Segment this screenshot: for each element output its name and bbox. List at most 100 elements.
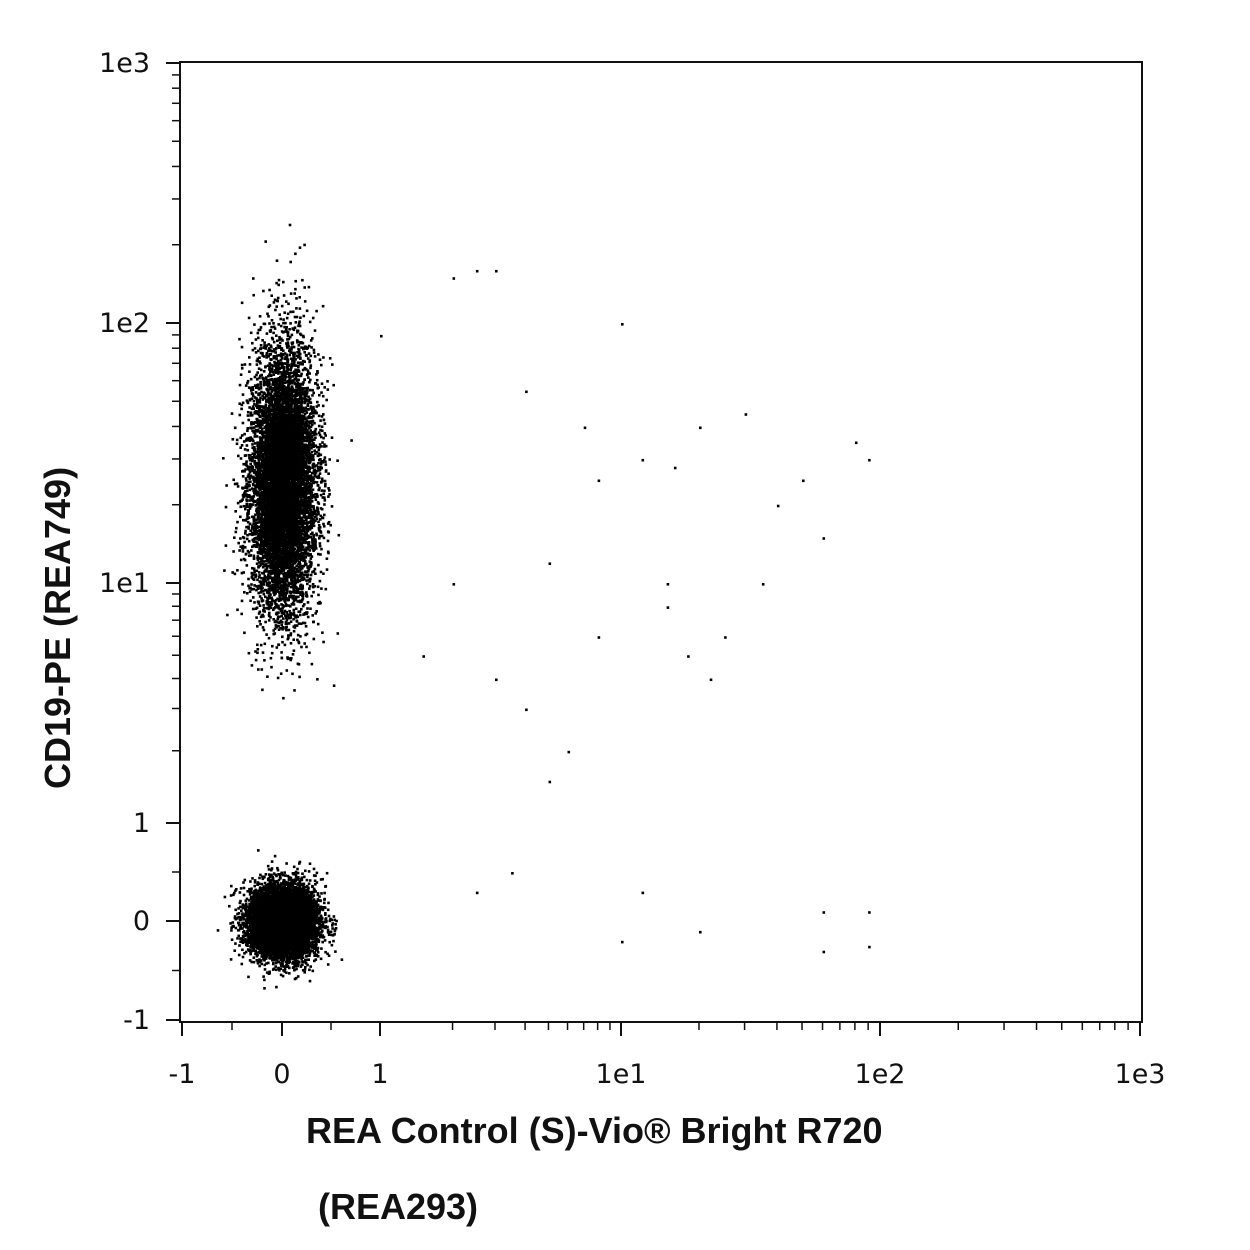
data-point	[314, 874, 317, 878]
data-point	[340, 958, 344, 961]
plot-area	[179, 61, 1143, 1023]
data-point	[294, 875, 298, 878]
data-point	[240, 909, 243, 912]
data-point	[321, 940, 324, 944]
data-point	[223, 895, 227, 899]
data-point	[283, 871, 286, 874]
data-point	[239, 887, 243, 890]
data-point	[305, 958, 309, 962]
data-point	[316, 921, 319, 924]
data-point	[285, 862, 288, 865]
data-point	[251, 904, 255, 908]
data-point	[314, 953, 317, 956]
data-point	[297, 963, 300, 966]
data-point	[263, 968, 267, 971]
data-point	[242, 893, 246, 897]
data-point	[271, 875, 274, 879]
data-points	[216, 223, 871, 990]
data-point	[321, 922, 325, 926]
data-point	[317, 940, 321, 944]
data-point	[326, 908, 330, 912]
data-point	[328, 919, 332, 923]
data-point	[296, 867, 299, 871]
data-point	[249, 951, 252, 954]
data-point	[262, 876, 266, 879]
data-point	[241, 903, 245, 906]
data-point	[261, 897, 264, 900]
data-point	[243, 878, 247, 882]
data-point	[316, 914, 319, 917]
data-point	[252, 942, 255, 946]
data-point	[242, 918, 246, 921]
data-point	[265, 955, 268, 959]
data-point	[267, 961, 270, 965]
data-point	[303, 971, 306, 974]
data-point	[253, 881, 257, 884]
data-point	[249, 952, 252, 956]
data-point	[314, 941, 317, 945]
data-point	[230, 884, 233, 888]
data-point	[303, 875, 306, 879]
data-point	[241, 948, 244, 952]
data-point	[315, 871, 319, 875]
data-point	[244, 937, 247, 941]
data-point	[253, 879, 257, 882]
data-point	[242, 881, 245, 884]
data-point	[275, 957, 279, 960]
data-point	[319, 914, 323, 918]
data-point	[307, 870, 311, 873]
data-point	[256, 883, 259, 886]
data-point	[298, 884, 302, 887]
data-point	[296, 871, 300, 875]
data-point	[238, 891, 242, 894]
data-point	[329, 917, 332, 921]
data-point	[288, 972, 291, 975]
data-point	[233, 891, 236, 895]
data-point	[239, 899, 242, 903]
data-point	[292, 885, 295, 889]
data-point	[237, 934, 240, 938]
data-point	[244, 899, 248, 902]
data-point	[261, 877, 265, 881]
data-point	[292, 865, 296, 869]
data-point	[331, 924, 334, 927]
data-point	[323, 897, 326, 901]
data-point	[234, 926, 238, 930]
data-point	[279, 967, 283, 970]
data-point	[285, 965, 289, 968]
data-point	[234, 908, 237, 912]
data-point	[306, 963, 309, 967]
data-point	[241, 955, 245, 959]
data-point	[248, 948, 252, 952]
data-point	[271, 877, 275, 880]
data-point	[297, 882, 300, 885]
data-point	[288, 966, 291, 970]
data-point	[250, 906, 254, 910]
data-point	[317, 931, 321, 935]
data-point	[333, 928, 337, 931]
data-point	[285, 962, 289, 965]
data-point	[308, 979, 312, 983]
data-point	[323, 901, 326, 905]
data-point	[230, 926, 233, 929]
data-point	[280, 964, 283, 968]
data-point	[246, 948, 250, 951]
data-point	[249, 880, 252, 883]
data-point	[304, 869, 307, 873]
data-point	[265, 962, 268, 965]
data-point	[252, 960, 256, 964]
data-point	[257, 882, 261, 886]
data-point	[284, 960, 288, 964]
data-point	[242, 925, 246, 928]
data-point	[304, 958, 307, 962]
data-point	[229, 958, 233, 961]
data-point	[260, 882, 264, 886]
data-point	[321, 929, 324, 932]
data-point	[293, 968, 296, 972]
data-point	[330, 943, 334, 947]
data-point	[328, 940, 331, 944]
data-point	[234, 889, 237, 892]
data-point	[279, 883, 282, 887]
data-point	[248, 887, 251, 891]
data-point	[263, 963, 266, 967]
